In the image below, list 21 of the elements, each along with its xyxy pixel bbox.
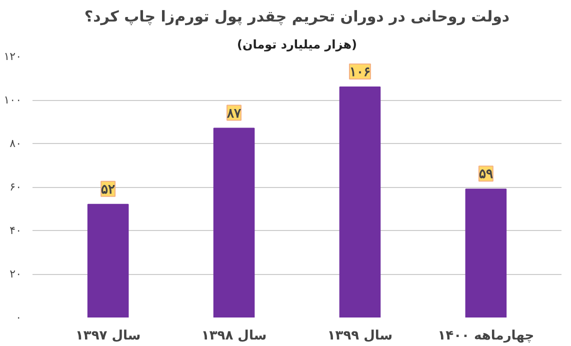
y-tick-label: ۰ [16,311,22,324]
bar [213,128,255,318]
bar [465,188,507,318]
x-tick-label: چهارماهه ۱۴۰۰ [438,328,534,344]
y-tick-label: ۲۰ [10,268,22,280]
data-label: ۵۹ [478,166,493,182]
chart-subtitle: (هزار میلیارد تومان) [236,38,358,52]
y-tick-label: ۱۲۰ [4,50,22,63]
x-tick-label: سال ۱۳۹۸ [201,328,267,344]
bar [339,86,381,318]
y-tick-label: ۶۰ [10,180,22,194]
y-tick-label: ۴۰ [10,224,22,237]
bar [87,204,129,318]
x-tick-label: سال ۱۳۹۹ [327,328,393,344]
y-tick-label: ۱۰۰ [4,94,22,106]
data-label: ۸۷ [226,105,242,120]
chart-title: دولت روحانی در دوران تحریم چقدر پول تورم‌زا چاپ کرد؟ [84,8,510,26]
data-label: ۵۲ [101,181,116,196]
y-tick-label: ۸۰ [10,137,22,150]
data-label: ۱۰۶ [349,64,370,79]
x-tick-label: سال ۱۳۹۷ [75,328,141,344]
